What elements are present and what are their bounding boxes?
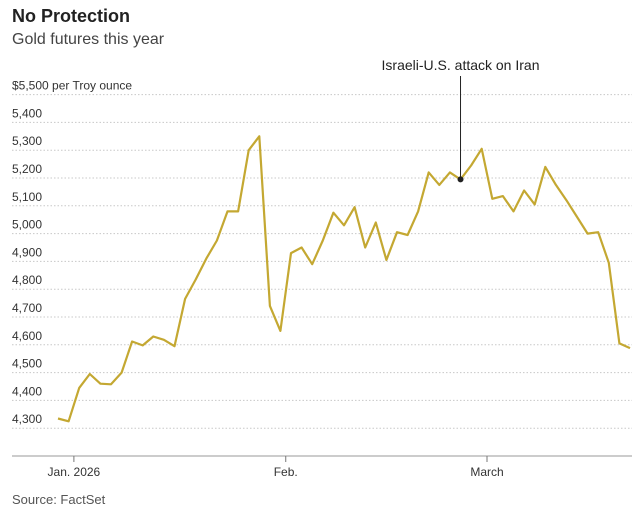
y-tick-label: 4,600	[12, 329, 42, 343]
y-axis-unit-label: $5,500 per Troy ounce	[12, 79, 132, 93]
annotation-marker	[457, 176, 464, 183]
y-tick-label: 4,500	[12, 357, 42, 371]
y-tick-label: 5,100	[12, 190, 42, 204]
y-tick-label: 5,300	[12, 134, 42, 148]
chart-title: No Protection	[12, 6, 131, 26]
y-tick-label: 4,700	[12, 301, 42, 315]
y-tick-label: 5,000	[12, 218, 42, 232]
chart-subtitle: Gold futures this year	[12, 31, 165, 48]
y-tick-label: 4,800	[12, 273, 42, 287]
y-axis-ticks: 4,300 4,400 4,500 4,600 4,700 4,800 4,900 5,000…	[12, 79, 132, 427]
y-tick-label: 4,300	[12, 412, 42, 426]
y-tick-label: 5,200	[12, 162, 42, 176]
y-tick-label: 4,900	[12, 245, 42, 259]
annotation-label: Israeli-U.S. attack on Iran	[382, 57, 540, 73]
gold-futures-line	[57, 135, 631, 423]
x-tick-label: Jan. 2026	[48, 465, 101, 479]
x-tick-label: March	[470, 465, 503, 479]
x-tick-label: Feb.	[274, 465, 298, 479]
y-tick-label: 5,400	[12, 106, 42, 120]
annotation-group: Israeli-U.S. attack on Iran	[382, 57, 540, 183]
source-note: Source: FactSet	[12, 492, 106, 507]
y-tick-label: 4,400	[12, 384, 42, 398]
x-axis-ticks: Jan. 2026 Feb. March	[48, 456, 504, 479]
grid-lines	[12, 94, 632, 457]
